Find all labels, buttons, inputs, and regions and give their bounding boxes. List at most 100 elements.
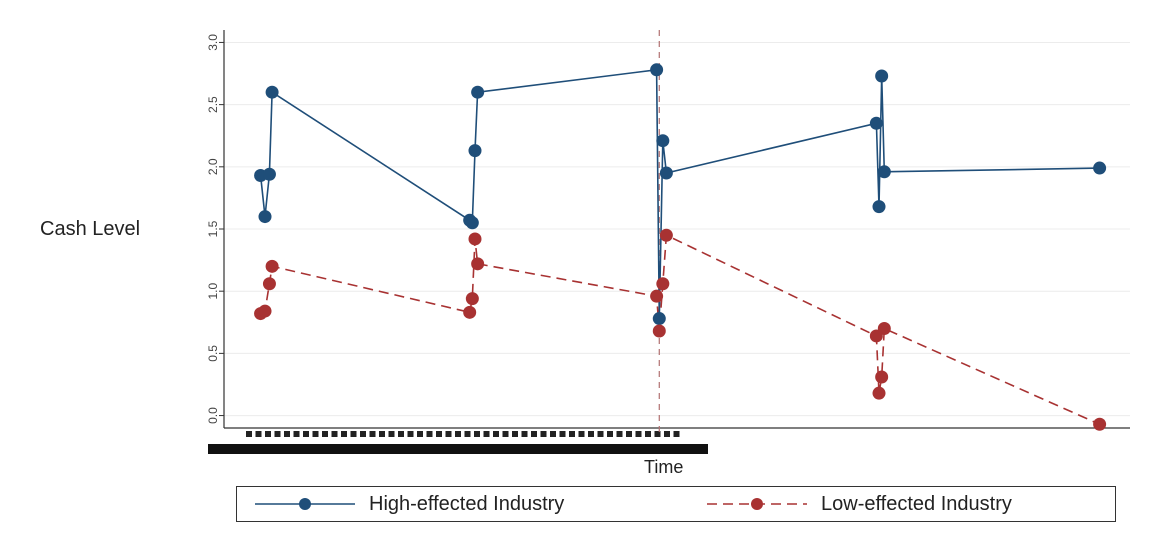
y-tick-label: 2.5 — [206, 96, 220, 113]
y-tick-label: 1.5 — [206, 220, 220, 237]
x-tick-labels-overlap — [208, 444, 708, 454]
x-tick-mark — [445, 431, 452, 437]
x-tick-mark — [455, 431, 461, 437]
series-line-0 — [259, 68, 1100, 319]
x-tick-mark — [597, 431, 604, 437]
data-point — [468, 232, 482, 246]
x-tick-mark — [322, 431, 328, 437]
x-tick-mark — [464, 431, 471, 437]
x-tick-mark — [417, 431, 423, 437]
x-tick-mark — [550, 431, 556, 437]
y-tick-label: 2.0 — [206, 158, 220, 175]
x-tick-mark — [388, 431, 395, 437]
x-tick-mark — [379, 431, 385, 437]
x-tick-mark — [540, 431, 547, 437]
data-point — [650, 63, 664, 77]
x-tick-mark — [293, 431, 300, 437]
x-tick-mark — [673, 431, 680, 437]
legend-item-high: High-effected Industry — [255, 487, 564, 521]
x-tick-mark — [398, 431, 404, 437]
data-point — [471, 85, 485, 99]
x-tick-mark — [350, 431, 357, 437]
x-tick-mark — [312, 431, 319, 437]
x-tick-mark — [588, 431, 594, 437]
data-point — [265, 85, 279, 99]
x-axis-label: Time — [644, 457, 684, 477]
x-tick-mark — [255, 431, 262, 437]
x-tick-mark — [265, 431, 271, 437]
x-tick-mark — [559, 431, 566, 437]
x-tick-mark — [341, 431, 347, 437]
data-point — [465, 292, 479, 306]
x-tick-mark — [407, 431, 414, 437]
x-tick-mark — [578, 431, 585, 437]
legend-item-low: Low-effected Industry — [707, 487, 1012, 521]
y-tick-label: 3.0 — [206, 34, 220, 51]
y-tick-label: 0.5 — [206, 345, 220, 362]
data-point — [1093, 417, 1107, 431]
x-tick-mark — [284, 431, 290, 437]
data-point — [872, 200, 886, 214]
x-tick-mark — [607, 431, 613, 437]
x-tick-mark — [303, 431, 309, 437]
x-tick-mark — [626, 431, 632, 437]
x-tick-mark — [654, 431, 661, 437]
data-point — [877, 322, 891, 335]
data-point — [652, 312, 666, 326]
y-ticks: 0.0 0.5 1.0 1.5 2.0 2.5 3.0 — [206, 34, 224, 424]
x-tick-mark — [635, 431, 642, 437]
gridlines — [224, 41, 1130, 417]
x-tick-mark — [369, 431, 376, 437]
series-lines — [259, 68, 1100, 426]
data-point — [265, 259, 279, 273]
data-point — [656, 134, 670, 148]
data-point — [262, 277, 276, 291]
data-point — [872, 386, 886, 400]
x-ticks — [208, 431, 708, 454]
data-point — [650, 289, 664, 303]
series-line-1 — [260, 233, 1100, 426]
legend: High-effected Industry Low-effected Indu… — [236, 486, 1116, 522]
data-point — [875, 370, 889, 384]
data-point — [659, 166, 673, 180]
data-point — [463, 305, 477, 319]
x-tick-mark — [274, 431, 281, 437]
x-tick-mark — [331, 431, 338, 437]
data-point — [869, 116, 883, 130]
x-tick-mark — [512, 431, 518, 437]
x-tick-mark — [502, 431, 509, 437]
x-tick-mark — [664, 431, 670, 437]
legend-label-high: High-effected Industry — [369, 492, 565, 515]
data-point — [877, 165, 891, 179]
data-point — [468, 144, 482, 158]
x-tick-mark — [521, 431, 528, 437]
x-tick-mark — [616, 431, 623, 437]
x-tick-mark — [360, 431, 366, 437]
data-point — [875, 69, 889, 83]
data-point — [465, 216, 479, 230]
x-tick-mark — [531, 431, 537, 437]
y-tick-label: 0.0 — [206, 407, 220, 424]
data-point — [652, 324, 666, 338]
legend-swatch-high — [255, 498, 355, 510]
legend-swatch-low — [707, 498, 807, 510]
x-tick-mark — [493, 431, 499, 437]
y-tick-label: 1.0 — [206, 283, 220, 300]
x-tick-mark — [569, 431, 575, 437]
data-point — [471, 257, 485, 271]
data-point — [262, 167, 276, 181]
x-tick-mark — [246, 431, 252, 437]
data-point — [258, 210, 272, 224]
x-tick-mark — [474, 431, 480, 437]
legend-label-low: Low-effected Industry — [821, 492, 1012, 515]
data-point — [1093, 161, 1107, 175]
series-points — [254, 63, 1107, 431]
x-tick-mark — [426, 431, 433, 437]
data-point — [659, 228, 673, 242]
x-tick-mark — [483, 431, 490, 437]
y-axis-label: Cash Level — [40, 218, 141, 240]
x-tick-mark — [436, 431, 442, 437]
x-tick-mark — [645, 431, 651, 437]
data-point — [258, 304, 272, 318]
